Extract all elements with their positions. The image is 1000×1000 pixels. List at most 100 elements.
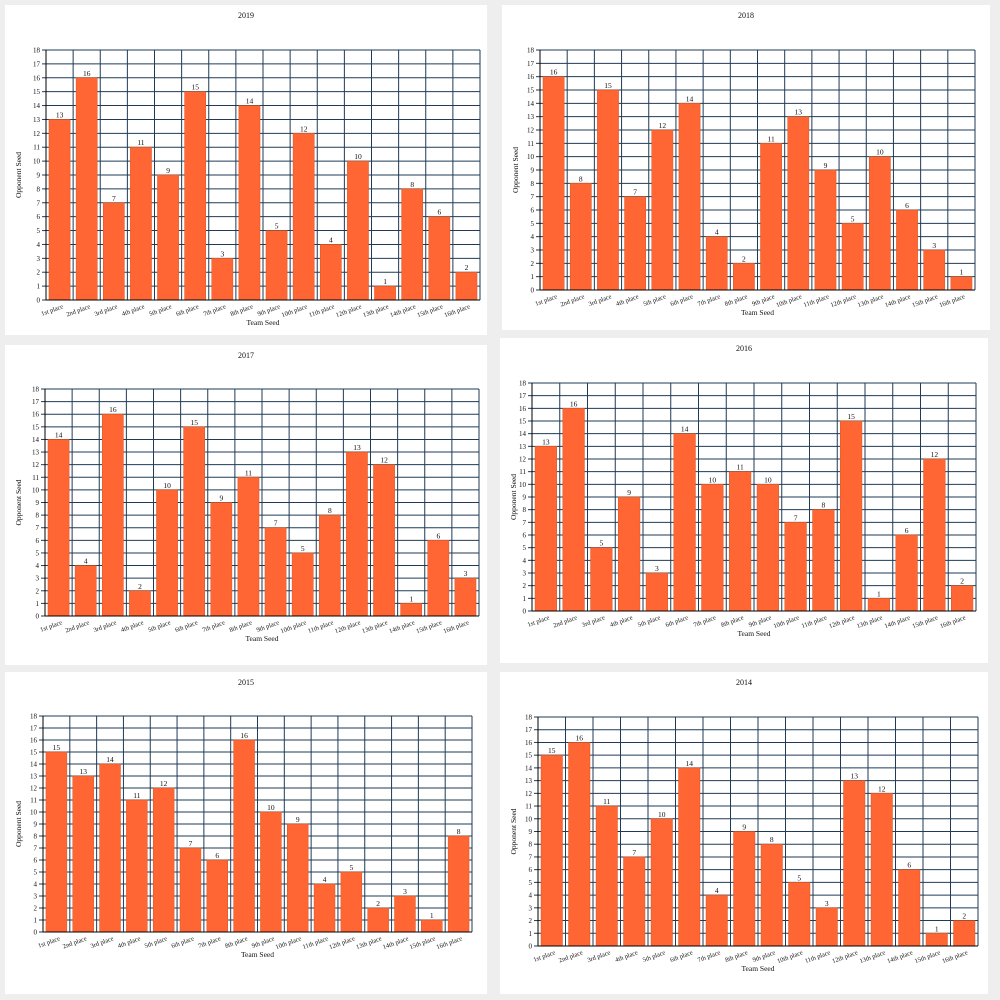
bar-value-label: 5 [797,873,801,882]
x-tick-label: 6th place [669,949,694,964]
x-tick-label: 8th place [228,619,253,634]
bar [923,249,946,291]
bar-value-label: 6 [907,861,911,870]
chart-panel-2017: 2017 0 1 2 3 4 5 6 7 8 9 10 11 12 13 14 15 16 17 18 14 1st pl… [5,345,487,665]
x-tick-label: 7th place [697,949,722,964]
bar-value-label: 4 [329,235,333,244]
bar-value-label: 15 [548,746,556,755]
bar [72,775,94,933]
x-tick-label: 13th place [362,303,390,319]
y-tick-label: 0 [36,613,40,621]
bar [597,89,619,291]
x-tick-label: 12th place [335,303,363,319]
bar-value-label: 12 [931,450,939,459]
bar [705,894,728,947]
y-tick-label: 14 [30,761,38,769]
x-tick-label: 14th place [884,614,912,630]
y-tick-label: 10 [527,153,535,161]
y-tick-label: 9 [523,494,527,502]
x-tick-label: 15th place [911,614,939,630]
y-tick-label: 17 [30,725,38,733]
y-tick-label: 18 [519,380,527,388]
y-tick-label: 6 [531,207,535,215]
x-tick-label: 12th place [334,619,362,635]
x-tick-label: 14th place [389,303,417,319]
x-tick-label: 3rd place [586,949,611,964]
y-tick-label: 9 [529,828,533,836]
bar-value-label: 4 [84,557,88,566]
x-tick-label: 3rd place [90,935,115,950]
chart-title: 2019 [238,11,254,20]
y-tick-label: 15 [30,749,38,757]
bar [542,76,565,291]
x-tick-label: 1st place [534,293,558,307]
x-tick-label: 12th place [828,614,856,630]
x-tick-label: 4th place [609,614,634,629]
bar [313,883,336,933]
y-tick-label: 9 [531,167,535,175]
x-tick-label: 4th place [614,949,639,964]
y-tick-label: 0 [531,287,535,295]
bar [102,202,125,301]
x-tick-label: 12th place [328,935,356,951]
x-tick-label: 10th place [280,619,308,635]
x-tick-label: 8th place [720,614,745,629]
bar-value-label: 2 [742,254,746,263]
y-tick-label: 1 [523,595,527,603]
bar-value-label: 4 [715,886,719,895]
y-tick-label: 5 [34,869,38,877]
y-tick-label: 2 [531,260,535,268]
y-tick-label: 0 [37,297,41,305]
x-tick-label: 4th place [117,935,142,950]
y-tick-label: 5 [36,549,40,557]
bar [211,258,234,301]
x-axis-label: Team Seed [741,308,774,317]
bar-value-label: 5 [600,539,604,548]
y-tick-label: 18 [32,386,40,394]
bar [595,805,618,947]
bar [126,799,148,933]
bar-value-label: 16 [576,733,584,742]
bar [260,811,282,933]
bar-value-label: 3 [220,249,224,258]
bar [101,413,124,617]
bar [287,823,309,933]
bar-value-label: 11 [737,463,744,472]
bar [184,91,207,301]
y-tick-label: 4 [36,562,40,570]
y-tick-label: 13 [519,443,527,451]
x-tick-label: 8th place [224,935,249,950]
bar-value-label: 1 [960,268,964,277]
bar [264,527,287,617]
x-tick-label: 7th place [202,303,227,318]
bar [760,843,783,947]
y-tick-label: 7 [531,193,535,201]
x-tick-label: 6th place [175,303,200,318]
bar-value-label: 9 [742,823,746,832]
y-tick-label: 17 [527,60,535,68]
x-tick-label: 16th place [436,935,464,951]
y-tick-label: 8 [34,833,38,841]
y-tick-label: 9 [37,172,41,180]
x-tick-label: 11th place [302,935,330,951]
bar-value-label: 11 [245,468,252,477]
y-tick-label: 13 [525,777,533,785]
bar [233,739,255,933]
x-tick-label: 1st place [40,303,64,317]
x-tick-label: 9th place [256,619,281,634]
bar-value-label: 10 [764,475,772,484]
bar [179,847,202,933]
bar-value-label: 12 [300,124,308,133]
chart-title: 2018 [738,11,754,20]
y-tick-label: 0 [529,943,533,951]
bar-value-label: 9 [219,494,223,503]
y-tick-label: 12 [30,785,38,793]
y-tick-label: 2 [523,582,527,590]
y-tick-label: 10 [32,486,40,494]
y-tick-label: 4 [37,241,41,249]
chart-title: 2016 [736,344,752,353]
y-tick-label: 16 [33,74,41,82]
bar [650,818,673,947]
x-tick-label: 6th place [665,614,690,629]
